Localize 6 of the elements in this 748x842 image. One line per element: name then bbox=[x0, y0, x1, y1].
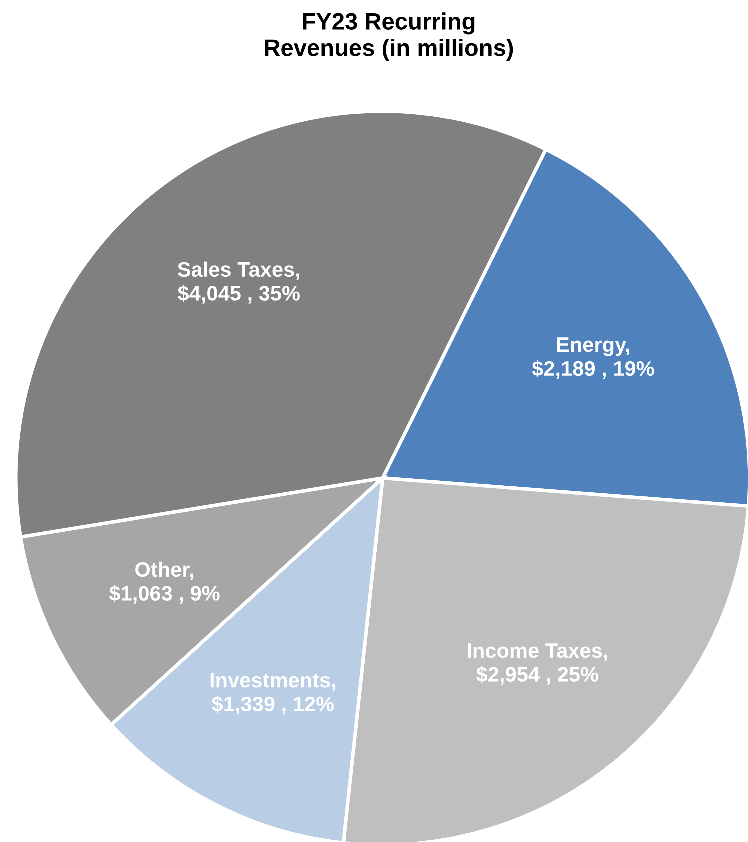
slice-label: Sales Taxes, $4,045 , 35% bbox=[178, 262, 300, 304]
slice-label: Energy, $2,189 , 19% bbox=[532, 338, 654, 380]
slice-label: Income Taxes, $2,954 , 25% bbox=[468, 644, 608, 686]
chart-title: FY23 Recurring Revenues (in millions) bbox=[265, 12, 514, 62]
slice-label: Other, $1,063 , 9% bbox=[109, 562, 220, 604]
slice-label: Investments, $1,339 , 12% bbox=[210, 673, 336, 715]
